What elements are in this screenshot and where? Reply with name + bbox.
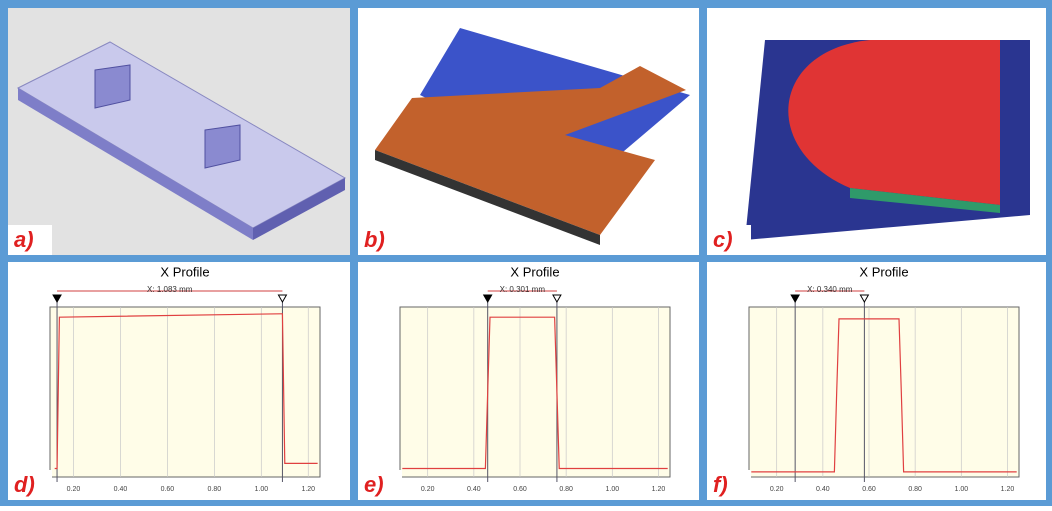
panel-label: a) <box>14 227 34 252</box>
annotation: X: 0.340 mm <box>807 285 853 294</box>
x-tick-label: 0.40 <box>816 486 830 493</box>
x-tick-label: 1.00 <box>605 486 619 493</box>
x-tick-label: 1.20 <box>1001 486 1015 493</box>
panel-label: e) <box>364 472 384 497</box>
x-tick-label: 0.60 <box>161 486 175 493</box>
x-tick-label: 0.20 <box>421 486 435 493</box>
x-tick-label: 1.00 <box>954 486 968 493</box>
plot-area <box>400 307 670 477</box>
channel <box>205 125 240 168</box>
annotation: X: 0.301 mm <box>500 285 546 294</box>
plot-area <box>749 307 1019 477</box>
x-tick-label: 0.20 <box>770 486 784 493</box>
x-tick-label: 1.20 <box>301 486 315 493</box>
x-tick-label: 0.40 <box>467 486 481 493</box>
x-tick-label: 1.20 <box>652 486 666 493</box>
chart-title: X Profile <box>859 264 908 279</box>
panel-label: f) <box>713 472 728 497</box>
x-tick-label: 0.80 <box>208 486 222 493</box>
panel-label: b) <box>364 227 385 252</box>
channel <box>95 65 130 108</box>
panel-label: c) <box>713 227 733 252</box>
plot-area <box>50 307 320 477</box>
annotation: X: 1.083 mm <box>147 285 193 294</box>
panel-label: d) <box>14 472 35 497</box>
x-tick-label: 0.40 <box>114 486 128 493</box>
chart-title: X Profile <box>510 264 559 279</box>
figure: X Profile 0.20 0.40 0.60 0.80 1.00 1.20 X: 1.08… <box>0 0 1052 506</box>
x-tick-label: 0.60 <box>513 486 527 493</box>
x-tick-label: 0.80 <box>559 486 573 493</box>
x-tick-label: 0.80 <box>908 486 922 493</box>
x-tick-label: 0.20 <box>67 486 81 493</box>
x-tick-label: 1.00 <box>254 486 268 493</box>
x-tick-label: 0.60 <box>862 486 876 493</box>
chart-title: X Profile <box>160 264 209 279</box>
